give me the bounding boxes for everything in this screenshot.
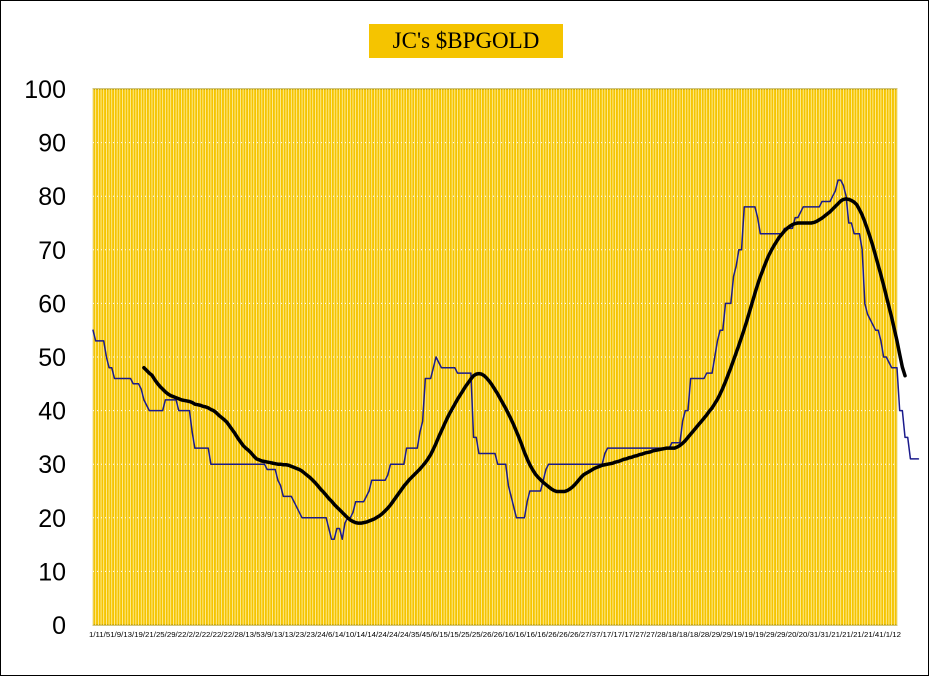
smoothed-series-line: [142, 197, 907, 525]
y-tick-label: 30: [38, 451, 66, 479]
x-tick-labels: 1/11/51/9/13/19/21/25/29/22/2/2/22/22/22…: [89, 632, 901, 639]
y-tick-label: 60: [38, 290, 66, 318]
y-tick-label: 50: [38, 344, 66, 372]
y-tick-label: 70: [38, 237, 66, 265]
chart-title-background: [369, 24, 563, 58]
chart-title: JC's $BPGOLD: [392, 28, 540, 53]
y-tick-label: 10: [38, 558, 66, 586]
y-tick-label: 100: [24, 76, 66, 104]
y-tick-label: 90: [38, 130, 66, 158]
y-tick-label: 40: [38, 398, 66, 426]
y-tick-label: 80: [38, 183, 66, 211]
y-tick-label: 0: [52, 612, 66, 640]
y-tick-label: 20: [38, 505, 66, 533]
